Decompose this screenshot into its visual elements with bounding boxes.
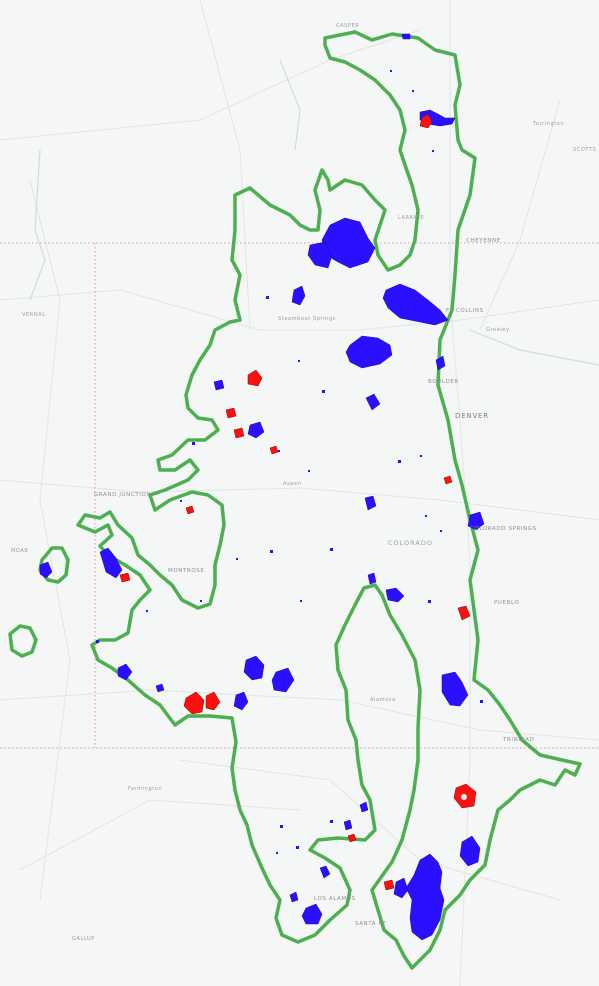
fire-red-perimeter <box>225 407 237 419</box>
fire-blue-perimeter <box>291 285 306 306</box>
fire-blue-perimeter <box>117 663 133 681</box>
place-labels: CASPER Torrington SCOTTS LARAMIE CHEYENN… <box>11 23 596 942</box>
fire-blue-perimeter <box>345 335 393 369</box>
fire-blue-perimeter <box>359 801 369 813</box>
label-casper: CASPER <box>336 23 359 29</box>
fire-blue-perimeter <box>271 667 295 693</box>
fire-red-perimeter <box>185 505 195 515</box>
fire-blue-perimeter <box>459 835 481 867</box>
fires-red <box>119 113 477 891</box>
fire-red-perimeter <box>457 605 471 621</box>
label-pueblo: PUEBLO <box>494 600 519 606</box>
fire-red-perimeter <box>119 572 131 583</box>
fire-blue-perimeter <box>319 865 331 879</box>
fire-red-perimeter <box>205 691 221 711</box>
fire-red-perimeter <box>383 879 395 891</box>
fire-blue-perimeter <box>435 355 446 371</box>
fire-blue-perimeter <box>365 393 381 411</box>
label-aspen: Aspen <box>283 481 301 487</box>
fire-red-perimeter <box>233 427 245 439</box>
label-denver: DENVER <box>455 412 489 420</box>
fire-blue-perimeter <box>467 511 485 531</box>
label-farmington: Farmington <box>128 786 162 792</box>
label-laramie: LARAMIE <box>398 215 424 221</box>
label-steamboat: Steamboat Springs <box>278 316 336 322</box>
label-trinidad: TRINIDAD <box>502 737 534 743</box>
fire-blue-perimeter <box>247 421 265 439</box>
label-greeley: Greeley <box>486 327 510 333</box>
state-borders <box>0 242 599 749</box>
fire-blue-perimeter <box>385 587 405 603</box>
fire-red-perimeter <box>443 475 453 485</box>
fires-blue-small <box>96 70 483 854</box>
fire-blue-perimeter <box>405 853 445 941</box>
label-colorado-springs: COLORADO SPRINGS <box>470 526 537 532</box>
fire-blue-perimeter <box>213 379 225 391</box>
fire-blue-perimeter <box>155 683 165 693</box>
fires-blue <box>39 33 485 941</box>
label-torrington: Torrington <box>532 121 564 127</box>
label-fort-collins: FT COLLINS <box>446 308 484 314</box>
label-gallup: GALLUP <box>72 936 95 942</box>
fire-red-center-hole <box>461 794 467 800</box>
fire-blue-perimeter <box>343 819 353 831</box>
fire-blue-perimeter <box>243 655 265 681</box>
label-los-alamos: LOS ALAMOS <box>314 896 356 902</box>
label-scottsbluff: SCOTTS <box>573 147 596 153</box>
fire-red-perimeter <box>247 369 263 387</box>
label-moab: MOAB <box>11 548 28 554</box>
fire-blue-perimeter <box>99 547 123 579</box>
fire-blue-perimeter <box>307 241 333 269</box>
fire-blue-perimeter <box>289 891 299 903</box>
fire-blue-perimeter <box>367 572 377 585</box>
fire-blue-perimeter <box>401 33 411 40</box>
fire-blue-perimeter <box>364 495 377 511</box>
label-montrose: MONTROSE <box>168 568 204 574</box>
fire-blue-perimeter <box>441 671 469 707</box>
label-santa-fe: SANTA FE <box>355 921 386 927</box>
label-colorado: COLORADO <box>388 539 433 547</box>
label-alamosa: Alamosa <box>370 697 396 703</box>
fire-blue-perimeter <box>393 877 409 899</box>
label-cheyenne: CHEYENNE <box>466 238 501 244</box>
fire-blue-perimeter <box>301 903 323 925</box>
fire-red-perimeter <box>269 445 279 455</box>
label-vernal: VERNAL <box>22 312 46 318</box>
fire-blue-perimeter <box>39 561 53 579</box>
river <box>29 59 599 366</box>
label-grand-junction: GRAND JUNCTION <box>94 492 151 498</box>
fire-red-perimeter <box>419 113 433 129</box>
fire-blue-perimeter <box>382 283 449 326</box>
fire-red-perimeter <box>183 691 205 715</box>
fire-blue-perimeter <box>233 691 249 711</box>
label-boulder: BOULDER <box>428 379 459 385</box>
fire-red-perimeter <box>347 833 357 843</box>
